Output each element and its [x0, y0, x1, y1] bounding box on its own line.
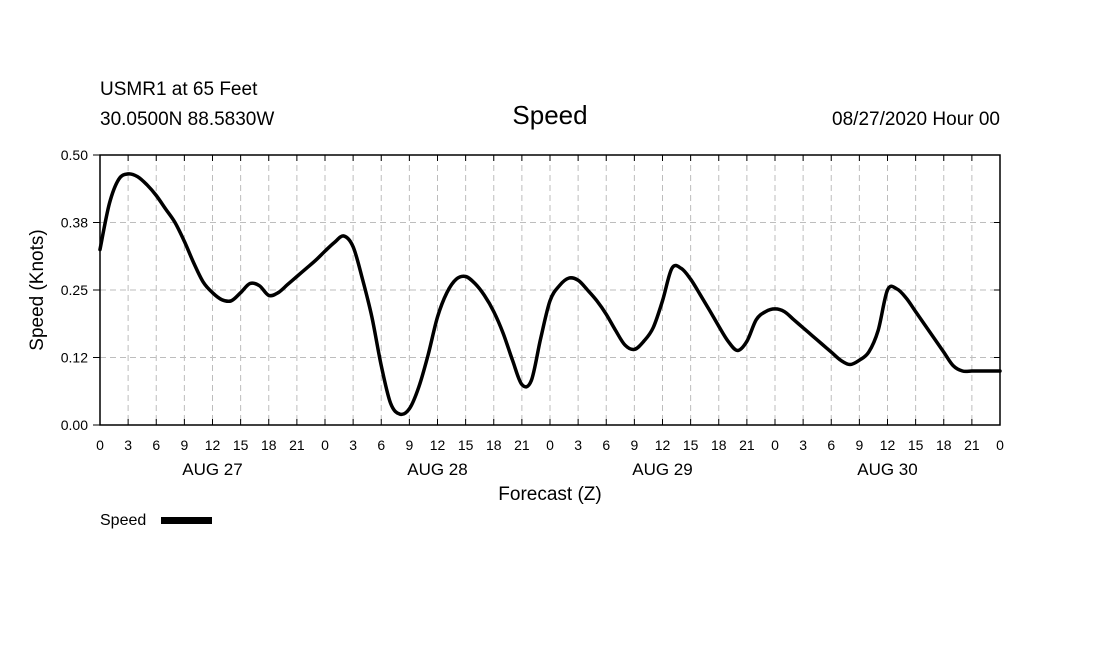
x-tick-label: 18	[486, 437, 502, 453]
x-tick-label: 0	[771, 437, 779, 453]
x-tick-label: 0	[996, 437, 1004, 453]
issued-label: 08/27/2020 Hour 00	[832, 109, 1000, 130]
x-tick-label: 12	[205, 437, 221, 453]
x-tick-labels: 0 3 6 9 12 15 18 21 0 3 6 9 12 15 18 21 0 3 6 9 12 15 18 21 0 3 6 9…	[96, 437, 1004, 453]
x-tick-label: 6	[827, 437, 835, 453]
x-tick-label: 3	[799, 437, 807, 453]
grid-lines	[100, 155, 1000, 425]
x-tick-label: 3	[349, 437, 357, 453]
x-tick-label: 12	[880, 437, 896, 453]
x-tick-label: 21	[739, 437, 755, 453]
station-label: USMR1 at 65 Feet	[100, 79, 258, 100]
x-tick-label: 9	[630, 437, 638, 453]
speed-series-line	[98, 172, 1002, 417]
x-tick-label: 18	[936, 437, 952, 453]
x-tick-label: 21	[514, 437, 530, 453]
y-tick-label: 0.50	[61, 147, 88, 163]
x-tick-label: 3	[124, 437, 132, 453]
x-axis-label: Forecast (Z)	[498, 484, 601, 505]
x-tick-label: 9	[855, 437, 863, 453]
x-tick-label: 6	[152, 437, 160, 453]
x-tick-label: 15	[233, 437, 249, 453]
day-label: AUG 27	[182, 460, 242, 479]
y-tick-label: 0.00	[61, 417, 88, 433]
x-tick-label: 6	[377, 437, 385, 453]
x-tick-label: 0	[96, 437, 104, 453]
x-tick-label: 0	[321, 437, 329, 453]
x-tick-label: 21	[964, 437, 980, 453]
y-tick-label: 0.38	[61, 215, 88, 231]
x-tick-label: 18	[261, 437, 277, 453]
y-tick-label: 0.12	[61, 350, 88, 366]
x-tick-label: 18	[711, 437, 727, 453]
x-tick-label: 6	[602, 437, 610, 453]
y-axis-label: Speed (Knots)	[27, 229, 48, 350]
x-tick-label: 9	[405, 437, 413, 453]
day-label: AUG 29	[632, 460, 692, 479]
day-labels: AUG 27 AUG 28 AUG 29 AUG 30	[182, 460, 917, 479]
axis-ticks	[93, 154, 1001, 426]
x-tick-label: 3	[574, 437, 582, 453]
x-tick-label: 0	[546, 437, 554, 453]
plot-frame	[99, 154, 1001, 426]
x-tick-label: 15	[683, 437, 699, 453]
day-label: AUG 30	[857, 460, 917, 479]
x-tick-label: 15	[458, 437, 474, 453]
legend-swatch	[161, 517, 212, 524]
y-tick-label: 0.25	[61, 282, 88, 298]
chart-title: Speed	[512, 100, 587, 130]
x-tick-label: 21	[289, 437, 305, 453]
day-label: AUG 28	[407, 460, 467, 479]
legend-label: Speed	[100, 512, 146, 529]
y-tick-labels: 0.00 0.12 0.25 0.38 0.50	[61, 147, 88, 433]
x-tick-label: 12	[430, 437, 446, 453]
location-label: 30.0500N 88.5830W	[100, 109, 274, 130]
x-tick-label: 9	[180, 437, 188, 453]
x-tick-label: 12	[655, 437, 671, 453]
x-tick-label: 15	[908, 437, 924, 453]
